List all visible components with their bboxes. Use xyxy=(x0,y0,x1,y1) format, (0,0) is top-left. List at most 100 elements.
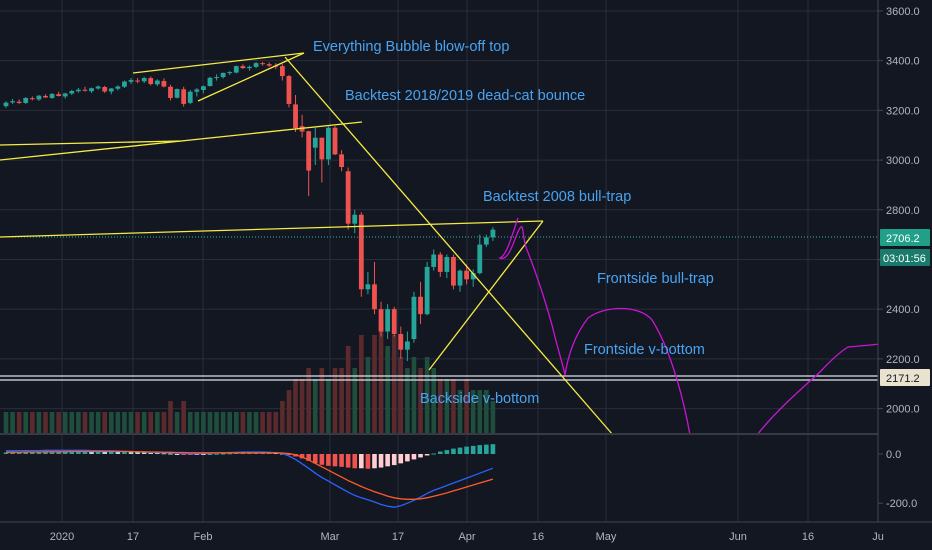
candle[interactable] xyxy=(253,61,259,69)
candle[interactable] xyxy=(424,261,430,316)
candle[interactable] xyxy=(10,98,15,104)
candle[interactable] xyxy=(260,61,266,66)
candle[interactable] xyxy=(339,150,344,172)
candle[interactable] xyxy=(385,304,391,339)
candle[interactable] xyxy=(266,62,272,67)
candle[interactable] xyxy=(62,92,68,99)
candle[interactable] xyxy=(306,130,312,197)
candle[interactable] xyxy=(411,291,417,343)
candle[interactable] xyxy=(345,167,351,230)
macd-histogram-bar xyxy=(273,453,279,455)
candle[interactable] xyxy=(358,212,364,297)
candle[interactable] xyxy=(431,249,437,271)
candle[interactable] xyxy=(286,75,292,108)
candle[interactable] xyxy=(365,271,371,295)
candle[interactable] xyxy=(437,252,443,277)
projection-path[interactable] xyxy=(498,217,691,436)
candle[interactable] xyxy=(444,254,450,279)
trendline-top-upper[interactable] xyxy=(132,52,305,74)
candle[interactable] xyxy=(404,331,410,362)
time-axis[interactable] xyxy=(0,522,932,550)
candle[interactable] xyxy=(187,89,193,105)
candle[interactable] xyxy=(233,65,239,74)
candle[interactable] xyxy=(279,64,285,81)
candle-body xyxy=(69,90,75,94)
candle[interactable] xyxy=(102,85,108,93)
trendline-long-lower-2[interactable] xyxy=(0,140,181,146)
candle[interactable] xyxy=(135,78,140,84)
volume-bar xyxy=(372,335,377,434)
last-price-value: 2706.2 xyxy=(886,233,920,245)
candle[interactable] xyxy=(3,101,9,108)
candle[interactable] xyxy=(464,264,469,285)
candle[interactable] xyxy=(312,127,318,166)
candle[interactable] xyxy=(75,88,81,93)
candle[interactable] xyxy=(201,85,206,94)
trendline-2008-level[interactable] xyxy=(0,220,544,238)
candlestick-series[interactable] xyxy=(3,61,496,362)
candle[interactable] xyxy=(161,78,167,88)
volume-bar xyxy=(418,368,423,434)
candle[interactable] xyxy=(128,78,134,85)
candle[interactable] xyxy=(69,89,75,95)
candle[interactable] xyxy=(56,91,62,97)
macd-histogram-bar xyxy=(240,453,246,455)
candle[interactable] xyxy=(319,137,325,183)
candle-body xyxy=(181,89,187,104)
trendline-top-lower[interactable] xyxy=(197,52,305,102)
candle[interactable] xyxy=(174,88,180,99)
candle[interactable] xyxy=(451,254,456,290)
candle[interactable] xyxy=(168,84,173,101)
candle[interactable] xyxy=(154,79,160,87)
candle[interactable] xyxy=(95,85,101,90)
candle[interactable] xyxy=(247,65,252,71)
candle[interactable] xyxy=(477,234,483,275)
candle[interactable] xyxy=(207,76,213,87)
candle[interactable] xyxy=(89,87,94,93)
candle[interactable] xyxy=(398,326,404,359)
candle[interactable] xyxy=(141,76,147,84)
candle-body xyxy=(312,137,318,148)
trendline-long-lower[interactable] xyxy=(0,121,363,161)
candle[interactable] xyxy=(29,96,35,101)
candle[interactable] xyxy=(181,86,187,107)
candle-body xyxy=(108,88,114,92)
volume-bar xyxy=(253,412,259,434)
candle[interactable] xyxy=(470,269,476,287)
candle[interactable] xyxy=(49,92,55,99)
candle[interactable] xyxy=(220,72,226,79)
candle[interactable] xyxy=(293,94,298,132)
candle[interactable] xyxy=(372,261,377,315)
macd-panel[interactable] xyxy=(3,444,496,508)
candle[interactable] xyxy=(418,281,423,325)
candle[interactable] xyxy=(82,86,88,92)
candle[interactable] xyxy=(352,209,358,234)
candle[interactable] xyxy=(16,99,22,105)
volume-bar xyxy=(187,412,193,434)
volume-bar xyxy=(82,412,88,434)
candle[interactable] xyxy=(43,94,48,98)
candle[interactable] xyxy=(332,126,338,156)
trendlines[interactable] xyxy=(0,52,614,436)
candle[interactable] xyxy=(378,301,384,337)
candle[interactable] xyxy=(36,94,42,101)
candle[interactable] xyxy=(108,88,114,95)
trendline-wedge-lower[interactable] xyxy=(428,220,544,371)
trendline-crash[interactable] xyxy=(284,56,614,436)
candle[interactable] xyxy=(240,64,246,69)
candle[interactable] xyxy=(214,74,219,81)
projection-path-2[interactable] xyxy=(756,343,881,436)
candle[interactable] xyxy=(115,85,121,91)
candle[interactable] xyxy=(227,71,233,76)
candle[interactable] xyxy=(23,97,29,104)
candle[interactable] xyxy=(490,227,496,241)
candle-body xyxy=(398,334,404,350)
candle[interactable] xyxy=(391,306,397,337)
candle[interactable] xyxy=(148,76,154,86)
candle[interactable] xyxy=(194,88,200,97)
candle[interactable] xyxy=(326,126,331,166)
candle[interactable] xyxy=(457,269,463,292)
candle-body xyxy=(424,266,430,315)
candle[interactable] xyxy=(122,80,127,89)
